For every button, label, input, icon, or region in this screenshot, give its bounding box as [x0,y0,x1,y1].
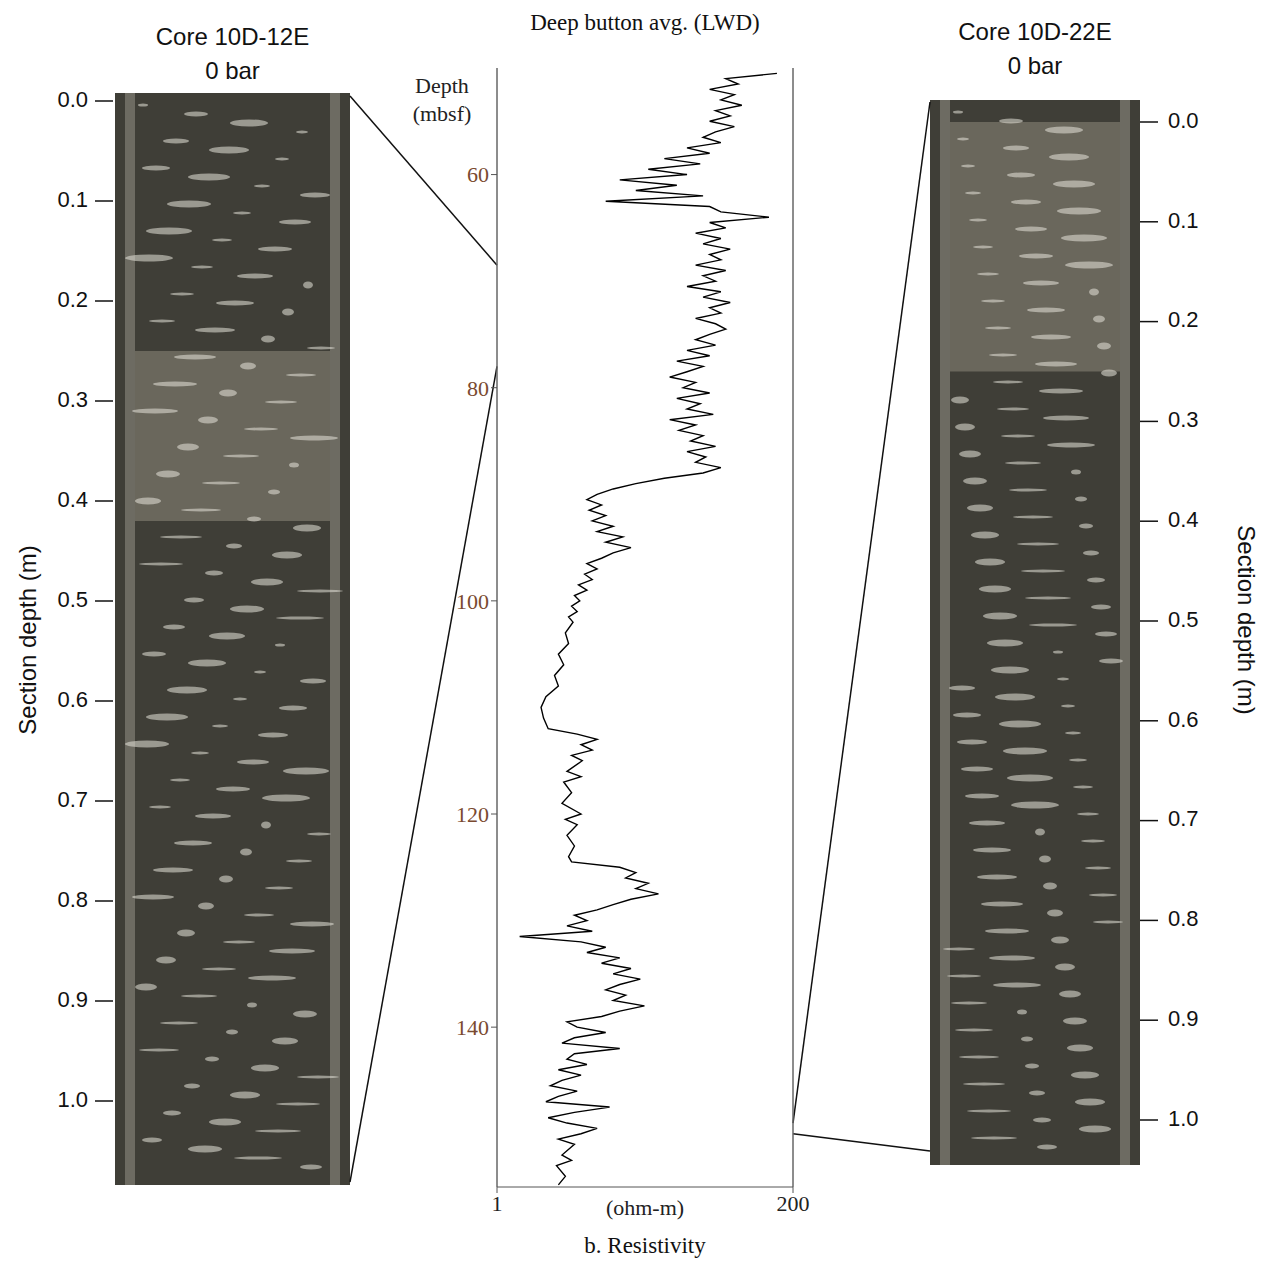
svg-text:200: 200 [777,1191,810,1216]
svg-text:100: 100 [456,589,489,614]
svg-text:0.9: 0.9 [57,987,88,1012]
svg-text:0 bar: 0 bar [1008,52,1063,79]
svg-text:0.6: 0.6 [1168,707,1199,732]
svg-text:0.5: 0.5 [57,587,88,612]
svg-text:140: 140 [456,1015,489,1040]
svg-text:0.8: 0.8 [1168,906,1199,931]
svg-text:1.0: 1.0 [57,1087,88,1112]
svg-text:0.2: 0.2 [57,287,88,312]
svg-text:Core 10D-12E: Core 10D-12E [156,23,309,50]
svg-text:0.0: 0.0 [1168,108,1199,133]
html-text:b. Resistivity: b. Resistivity [584,1233,706,1258]
svg-text:1: 1 [492,1191,503,1216]
svg-text:60: 60 [467,162,489,187]
svg-text:0.8: 0.8 [57,887,88,912]
svg-text:0.0: 0.0 [57,87,88,112]
svg-text:0.4: 0.4 [57,487,88,512]
svg-text:0.1: 0.1 [57,187,88,212]
svg-text:Section depth (m): Section depth (m) [14,545,41,734]
svg-text:120: 120 [456,802,489,827]
svg-text:Core 10D-22E: Core 10D-22E [958,18,1111,45]
html-text:(ohm-m): (ohm-m) [605,1195,685,1220]
svg-text:Section depth (m): Section depth (m) [1233,525,1260,714]
html-text:Deep button avg. (LWD): Deep button avg. (LWD) [530,10,760,35]
html-text:Depth: Depth [415,73,469,98]
svg-text:0.3: 0.3 [1168,407,1199,432]
svg-text:0.7: 0.7 [57,787,88,812]
svg-text:0.9: 0.9 [1168,1006,1199,1031]
svg-text:0.3: 0.3 [57,387,88,412]
svg-text:0.6: 0.6 [57,687,88,712]
svg-text:80: 80 [467,376,489,401]
svg-text:0.7: 0.7 [1168,806,1199,831]
svg-text:0 bar: 0 bar [205,57,260,84]
svg-text:0.4: 0.4 [1168,507,1199,532]
svg-text:0.1: 0.1 [1168,208,1199,233]
svg-text:0.2: 0.2 [1168,307,1199,332]
svg-text:0.5: 0.5 [1168,607,1199,632]
html-text:(mbsf): (mbsf) [412,101,472,126]
svg-text:1.0: 1.0 [1168,1106,1199,1131]
